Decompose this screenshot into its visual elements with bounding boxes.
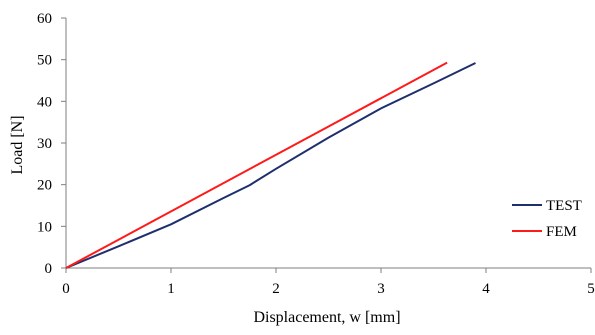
y-axis-title: Load [N]: [9, 115, 26, 174]
x-tick-label: 2: [272, 281, 280, 297]
series-line-fem: [65, 61, 448, 269]
x-tick-label: 4: [482, 281, 490, 297]
x-axis-title: Displacement, w [mm]: [253, 309, 400, 326]
x-tick-label: 0: [62, 281, 70, 297]
y-tick-label: 10: [37, 219, 52, 235]
legend-label-test: TEST: [546, 198, 582, 214]
x-tick-label: 3: [377, 281, 385, 297]
series-layer: [65, 61, 476, 269]
y-tick-label: 20: [37, 178, 52, 194]
y-tick-label: 50: [37, 53, 52, 69]
axes: [61, 17, 592, 273]
series-line-test: [65, 62, 476, 269]
y-tick-label: 40: [37, 94, 52, 110]
y-tick-label: 0: [45, 261, 53, 277]
legend-label-fem: FEM: [546, 224, 577, 240]
x-tick-label: 1: [167, 281, 175, 297]
y-tick-label: 60: [37, 11, 52, 27]
x-tick-label: 5: [587, 281, 595, 297]
legend: TEST FEM: [512, 198, 582, 240]
y-tick-label: 30: [37, 136, 52, 152]
